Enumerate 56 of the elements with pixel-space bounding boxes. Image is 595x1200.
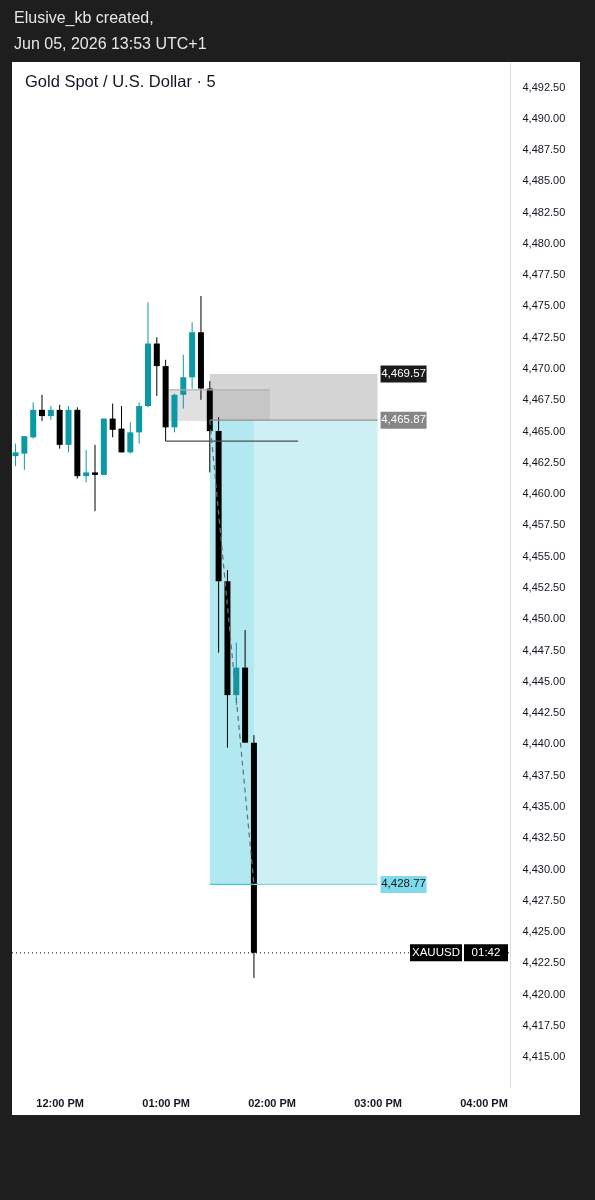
text: Gold Spot / U.S. Dollar · 5 [25, 72, 216, 90]
y-tick-label: 4,457.50 [522, 518, 566, 531]
y-tick-label: 4,417.50 [522, 1018, 566, 1031]
y-tick-label: 4,437.50 [522, 768, 566, 781]
annotation: 4,469.57 [381, 366, 426, 379]
y-tick-label: 4,435.00 [522, 799, 566, 812]
y-tick-label: 4,420.00 [522, 987, 566, 1000]
y-tick-label: 4,470.00 [522, 362, 566, 375]
y-tick-label: 4,480.00 [522, 236, 566, 249]
y-tick-label: 4,465.00 [522, 424, 566, 437]
candlestick [21, 435, 28, 471]
annotation: 4,428.77 [381, 877, 426, 890]
candlestick [39, 394, 46, 422]
y-tick-label: 4,427.50 [522, 893, 566, 906]
y-tick-label: 4,482.50 [522, 205, 566, 218]
candlestick [12, 443, 19, 467]
y-tick-label: 4,440.00 [522, 737, 566, 750]
y-tick-label: 4,450.00 [522, 612, 566, 625]
candlestick [83, 449, 90, 483]
annotation: 4,465.87 [381, 413, 426, 426]
y-tick-label: 4,430.00 [522, 862, 566, 875]
candlestick [127, 421, 134, 455]
text: Elusive_kb created, [14, 9, 154, 27]
y-tick-label: 4,425.00 [522, 925, 566, 938]
y-tick-label: 4,485.00 [522, 174, 566, 187]
y-tick-label: 4,452.50 [522, 581, 566, 594]
candlestick [180, 354, 187, 410]
x-tick-label: 12:00 PM [36, 1096, 85, 1109]
candlestick [47, 405, 54, 421]
y-tick-label: 4,475.00 [522, 299, 566, 312]
x-tick-label: 03:00 PM [354, 1096, 402, 1109]
y-tick-label: 4,477.50 [522, 268, 566, 281]
annotation: 01:42 [471, 945, 501, 958]
y-tick-label: 4,462.50 [522, 455, 566, 468]
candlestick [109, 403, 116, 438]
ref-line-label: XAUUSD [412, 945, 460, 958]
y-tick-label: 4,442.50 [522, 706, 566, 719]
y-tick-label: 4,447.50 [522, 643, 566, 656]
text: Jun 05, 2026 13:53 UTC+1 [14, 35, 207, 52]
x-tick-label: 02:00 PM [248, 1096, 296, 1109]
y-tick-label: 4,460.00 [522, 487, 566, 500]
y-tick-label: 4,455.00 [522, 549, 566, 562]
candlestick [92, 444, 98, 512]
y-tick-label: 4,490.00 [522, 111, 566, 124]
x-tick-label: 04:00 PM [460, 1096, 508, 1109]
candlestick [118, 405, 125, 453]
y-tick-label: 4,445.00 [522, 674, 566, 687]
y-tick-label: 4,492.50 [522, 80, 566, 93]
y-tick-label: 4,415.00 [522, 1050, 566, 1063]
y-tick-label: 4,467.50 [522, 393, 566, 406]
y-tick-label: 4,432.50 [522, 831, 566, 844]
x-tick-label: 01:00 PM [142, 1096, 190, 1109]
y-tick-label: 4,487.50 [522, 143, 566, 156]
candlestick [153, 336, 160, 397]
y-tick-label: 4,422.50 [522, 956, 566, 969]
y-tick-label: 4,472.50 [522, 330, 566, 343]
